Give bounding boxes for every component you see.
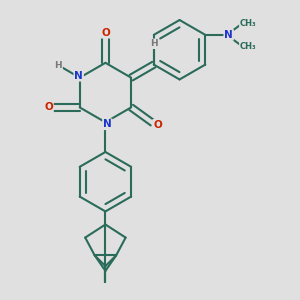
Text: CH₃: CH₃ xyxy=(240,19,256,28)
Text: CH₃: CH₃ xyxy=(240,42,256,51)
Text: N: N xyxy=(103,119,112,129)
Text: O: O xyxy=(101,28,110,38)
Text: O: O xyxy=(44,102,53,112)
Text: O: O xyxy=(153,120,162,130)
Text: H: H xyxy=(150,39,158,48)
Text: N: N xyxy=(224,30,233,40)
Text: H: H xyxy=(55,61,62,70)
Text: N: N xyxy=(74,71,83,81)
